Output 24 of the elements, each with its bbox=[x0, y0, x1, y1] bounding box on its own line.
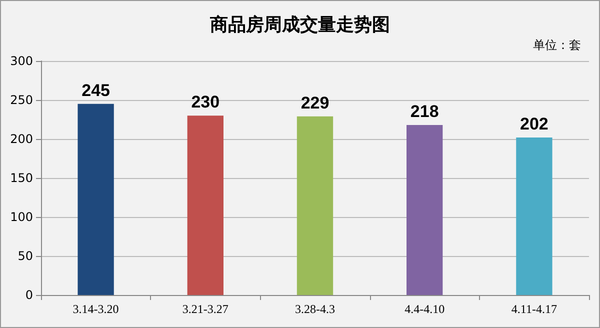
data-label: 218 bbox=[410, 102, 439, 121]
y-tick-label: 300 bbox=[10, 54, 33, 68]
y-tick-label: 250 bbox=[10, 93, 33, 107]
bar bbox=[187, 116, 224, 295]
y-tick-label: 150 bbox=[10, 171, 33, 185]
x-tick-label: 3.28-4.3 bbox=[295, 302, 335, 316]
y-tick-label: 200 bbox=[10, 132, 33, 146]
y-tick-label: 50 bbox=[18, 249, 33, 263]
x-tick-label: 4.4-4.10 bbox=[404, 302, 445, 316]
bar bbox=[406, 124, 443, 295]
y-tick-label: 100 bbox=[10, 210, 33, 224]
bar bbox=[296, 116, 334, 295]
y-tick-label: 0 bbox=[25, 288, 33, 302]
chart-title: 商品房周成交量走势图 bbox=[209, 14, 390, 36]
data-label: 245 bbox=[82, 80, 110, 100]
x-tick-label: 3.14-3.20 bbox=[72, 302, 119, 316]
x-tick-label: 4.11-4.17 bbox=[511, 302, 557, 316]
bar bbox=[516, 137, 552, 295]
bar bbox=[78, 104, 114, 295]
text: 单位：套 bbox=[533, 38, 581, 52]
data-label: 230 bbox=[191, 92, 220, 112]
data-label: 202 bbox=[520, 114, 548, 134]
x-tick-label: 3.21-3.27 bbox=[182, 302, 228, 316]
data-label: 229 bbox=[300, 93, 330, 112]
